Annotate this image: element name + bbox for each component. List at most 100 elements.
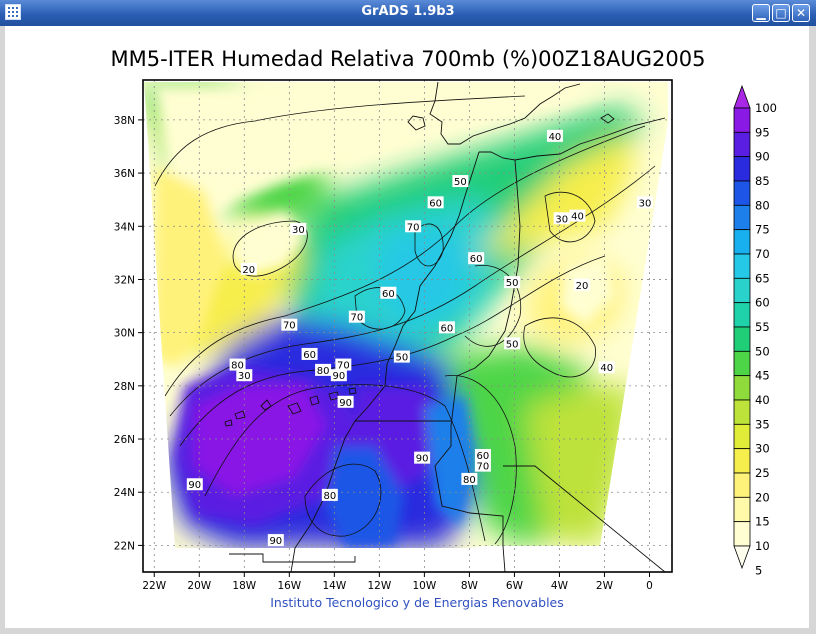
contour-label-text: 70 <box>283 321 296 332</box>
y-tick-label: 26N <box>114 434 135 446</box>
colorbar-label: 100 <box>755 101 777 115</box>
maximize-button[interactable]: □ <box>772 4 790 22</box>
contour-label-bg <box>380 286 397 299</box>
colorbar-label: 95 <box>755 125 770 139</box>
contour-label: 90 <box>267 534 284 547</box>
colorbar-swatch <box>733 375 751 401</box>
contour-label-bg <box>315 363 332 376</box>
colorbar-swatch <box>733 253 751 279</box>
y-tick-label: 22N <box>114 540 135 552</box>
footer-credit: Instituto Tecnologico y de Energias Reno… <box>270 595 564 610</box>
contour-label: 40 <box>569 209 586 223</box>
y-tick-label: 38N <box>114 115 135 127</box>
contour-label: 20 <box>240 262 257 276</box>
contour-label-bg <box>186 478 203 491</box>
contour-label-text: 40 <box>571 212 584 223</box>
contour-label: 30 <box>290 222 307 236</box>
contour-label-text: 60 <box>303 350 316 361</box>
contour-label-text: 80 <box>323 491 336 502</box>
contour-label-bg <box>438 321 455 334</box>
contour-label-bg <box>427 196 444 209</box>
colorbar-swatch <box>733 472 751 498</box>
minimize-button[interactable]: ▁ <box>752 4 770 22</box>
contour-label: 60 <box>301 347 318 361</box>
contour-label-bg <box>393 350 410 363</box>
contour-label: 90 <box>330 369 347 382</box>
colorbar-label: 5 <box>755 563 762 577</box>
x-tick-label: 22W <box>142 580 166 592</box>
contour-label-bg <box>236 369 253 382</box>
contour-label-text: 70 <box>350 313 363 324</box>
contour-label-bg <box>405 220 422 233</box>
contour-label: 80 <box>321 488 338 502</box>
contour-label: 70 <box>474 459 491 473</box>
colorbar-swatch <box>733 399 751 425</box>
colorbar-label: 30 <box>755 442 770 456</box>
contour-label: 80 <box>229 358 246 372</box>
colorbar-label: 90 <box>755 150 770 164</box>
contour-label: 60 <box>427 196 444 209</box>
contour-label-text: 80 <box>463 475 476 486</box>
colorbar-label: 45 <box>755 369 770 383</box>
contour-label: 40 <box>546 129 563 143</box>
contour-label-bg <box>569 209 586 222</box>
contour-label: 90 <box>337 395 354 409</box>
contour-label: 50 <box>504 276 521 289</box>
contour-label-text: 60 <box>477 451 490 462</box>
x-tick-label: 18W <box>232 580 256 592</box>
contour-label-text: 90 <box>332 371 345 382</box>
x-tick-label: 14W <box>322 580 346 592</box>
colorbar-label: 15 <box>755 515 770 529</box>
contour-label-bg <box>330 369 347 382</box>
contour-label: 90 <box>186 478 203 491</box>
contour-label-bg <box>240 262 257 275</box>
colorbar-swatch <box>733 131 751 158</box>
title-bar[interactable]: GrADS 1.9b3 ▁ □ ✕ <box>0 0 816 26</box>
grid-icon[interactable] <box>5 4 21 20</box>
colorbar-swatch <box>733 302 751 328</box>
contour-label-text: 80 <box>317 366 330 377</box>
colorbar-label: 20 <box>755 490 770 504</box>
contour-label: 60 <box>380 286 397 300</box>
contour-label-bg <box>474 459 491 472</box>
contour-label-bg <box>290 222 307 235</box>
contour-label: 50 <box>452 175 469 188</box>
contour-label-bg <box>468 252 485 265</box>
contour-label-bg <box>553 212 570 225</box>
contour-label-text: 20 <box>242 265 255 276</box>
contour-label: 50 <box>393 350 410 364</box>
contour-label-text: 90 <box>416 454 429 465</box>
x-tick-label: 10W <box>413 580 437 592</box>
x-tick-label: 8W <box>461 580 479 592</box>
contour-label-text: 30 <box>555 214 568 225</box>
colorbar-label: 80 <box>755 198 770 212</box>
contour-label-bg <box>281 318 298 331</box>
x-tick-label: 6W <box>506 580 524 592</box>
colorbar-swatch <box>733 107 751 133</box>
contour-label-text: 50 <box>506 278 519 289</box>
contour-label-bg <box>335 358 352 371</box>
contour-label-bg <box>414 451 431 464</box>
y-tick-label: 28N <box>114 381 135 393</box>
contour-label-bg <box>546 129 563 142</box>
contour-label-bg <box>321 488 338 501</box>
contour-label: 60 <box>474 448 491 462</box>
contour-label-text: 50 <box>454 177 467 188</box>
contour-label: 70 <box>348 310 365 324</box>
contour-label-text: 60 <box>429 198 442 209</box>
contour-label: 80 <box>461 472 478 486</box>
contour-label-bg <box>229 358 246 371</box>
contour-label: 20 <box>573 278 590 292</box>
x-tick-label: 20W <box>187 580 211 592</box>
chart-title: MM5-ITER Humedad Relativa 700mb (%)00Z18… <box>111 47 706 71</box>
contour-label-text: 90 <box>188 480 201 491</box>
contour-label-text: 50 <box>396 353 409 364</box>
colorbar-label: 50 <box>755 344 770 358</box>
contour-label-bg <box>504 276 521 289</box>
contour-label-text: 50 <box>506 339 519 350</box>
y-tick-label: 34N <box>114 221 135 233</box>
close-button[interactable]: ✕ <box>792 4 810 22</box>
y-tick-label: 30N <box>114 328 135 340</box>
contour-label: 30 <box>236 369 253 382</box>
